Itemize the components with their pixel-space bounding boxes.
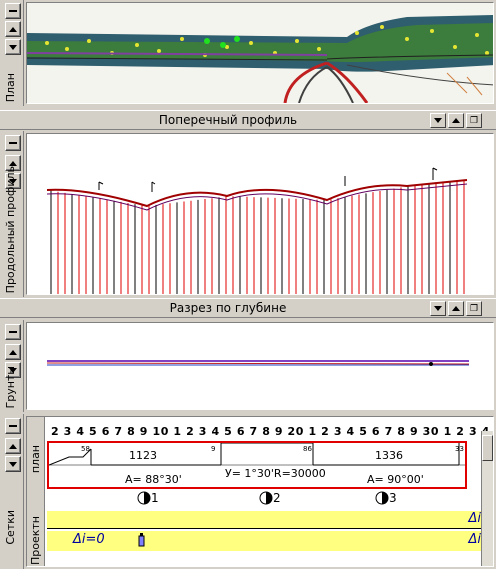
profile-panel: Продольный профиль bbox=[0, 131, 496, 297]
plan-row: 1123 1336 A= 88°30' У= 1°30'R=30000 A= 9… bbox=[47, 441, 467, 489]
segment-angle-1: A= 88°30' bbox=[125, 473, 182, 486]
grid-label: Сетки bbox=[4, 510, 17, 545]
marker-2[interactable]: 2 bbox=[259, 491, 281, 505]
vertical-scrollbar[interactable] bbox=[481, 431, 493, 566]
soils-label: Грунты bbox=[4, 365, 17, 409]
dropdown-button[interactable] bbox=[430, 113, 446, 128]
profile-label: Продольный профиль bbox=[4, 165, 17, 293]
delta-right-2: Δi bbox=[468, 532, 481, 547]
depth-section-title: Разрез по глубине bbox=[169, 301, 287, 315]
small-num-4: 33 bbox=[455, 445, 464, 453]
collapse-button[interactable] bbox=[5, 3, 21, 19]
cross-profile-title: Поперечный профиль bbox=[158, 113, 298, 127]
delta-right-1: Δi bbox=[468, 511, 481, 526]
scroll-up-button[interactable] bbox=[5, 344, 21, 360]
grid-panel: Сетки план Проектная ПЧ 2 3 4 5 6 7 8 9 … bbox=[0, 414, 496, 569]
segment-length-1: 1123 bbox=[129, 449, 157, 462]
soils-view[interactable] bbox=[26, 322, 494, 410]
half-circle-icon bbox=[137, 491, 151, 505]
profile-chart bbox=[27, 134, 493, 294]
half-circle-icon bbox=[375, 491, 389, 505]
collapse-button[interactable] bbox=[5, 324, 21, 340]
row-label-pch: Проектная ПЧ bbox=[29, 517, 42, 565]
profile-view[interactable] bbox=[26, 133, 494, 295]
half-circle-icon bbox=[259, 491, 273, 505]
small-num-1: 58 bbox=[81, 445, 90, 453]
grid-sidebar: Сетки bbox=[2, 414, 24, 569]
row-label-plan: план bbox=[29, 445, 42, 474]
plan-view[interactable] bbox=[26, 2, 494, 104]
segment-angle-3: A= 90°00' bbox=[367, 473, 424, 486]
segment-length-3: 1336 bbox=[375, 449, 403, 462]
soils-sidebar: Грунты bbox=[2, 320, 24, 412]
collapse-button[interactable] bbox=[5, 135, 21, 151]
marker-1[interactable]: 1 bbox=[137, 491, 159, 505]
scroll-down-button[interactable] bbox=[5, 456, 21, 472]
plan-label: План bbox=[4, 72, 17, 102]
expand-button[interactable] bbox=[448, 113, 464, 128]
expand-button[interactable] bbox=[448, 301, 464, 316]
station-ruler: 2 3 4 5 6 7 8 9 10 1 2 3 4 5 6 7 8 9 20 … bbox=[51, 425, 491, 438]
scroll-down-button[interactable] bbox=[5, 362, 21, 378]
scroll-up-button[interactable] bbox=[5, 438, 21, 454]
profile-sidebar: Продольный профиль bbox=[2, 131, 24, 297]
pch-row-2: Δi=0 Δi bbox=[47, 531, 483, 551]
soils-panel: Грунты bbox=[0, 320, 496, 412]
dropdown-button[interactable] bbox=[430, 301, 446, 316]
plan-panel: План bbox=[0, 0, 496, 106]
scroll-down-button[interactable] bbox=[5, 173, 21, 189]
row-labels: план Проектная ПЧ bbox=[27, 417, 45, 566]
depth-section-bar[interactable]: Разрез по глубине ❐ bbox=[0, 298, 496, 318]
marker-label: 3 bbox=[389, 491, 397, 505]
pch-row-1: Δi bbox=[47, 511, 483, 529]
marker-3[interactable]: 3 bbox=[375, 491, 397, 505]
restore-button[interactable]: ❐ bbox=[466, 301, 482, 316]
scroll-thumb[interactable] bbox=[482, 435, 493, 461]
grid-view[interactable]: план Проектная ПЧ 2 3 4 5 6 7 8 9 10 1 2… bbox=[26, 416, 494, 567]
plan-map bbox=[27, 3, 493, 103]
plan-row-graphic bbox=[49, 443, 465, 466]
soils-chart bbox=[27, 323, 493, 409]
cross-profile-bar[interactable]: Поперечный профиль ❐ bbox=[0, 110, 496, 130]
scroll-down-button[interactable] bbox=[5, 39, 21, 55]
marker-label: 2 bbox=[273, 491, 281, 505]
restore-button[interactable]: ❐ bbox=[466, 113, 482, 128]
marker-label: 1 bbox=[151, 491, 159, 505]
small-num-3: 86 bbox=[303, 445, 312, 453]
bottle-icon bbox=[138, 533, 145, 547]
collapse-button[interactable] bbox=[5, 418, 21, 434]
delta-left: Δi=0 bbox=[73, 532, 105, 547]
small-num-2: 9 bbox=[211, 445, 216, 453]
curve-parameters: У= 1°30'R=30000 bbox=[225, 467, 326, 480]
scroll-up-button[interactable] bbox=[5, 155, 21, 171]
plan-sidebar: План bbox=[2, 0, 24, 106]
scroll-up-button[interactable] bbox=[5, 21, 21, 37]
